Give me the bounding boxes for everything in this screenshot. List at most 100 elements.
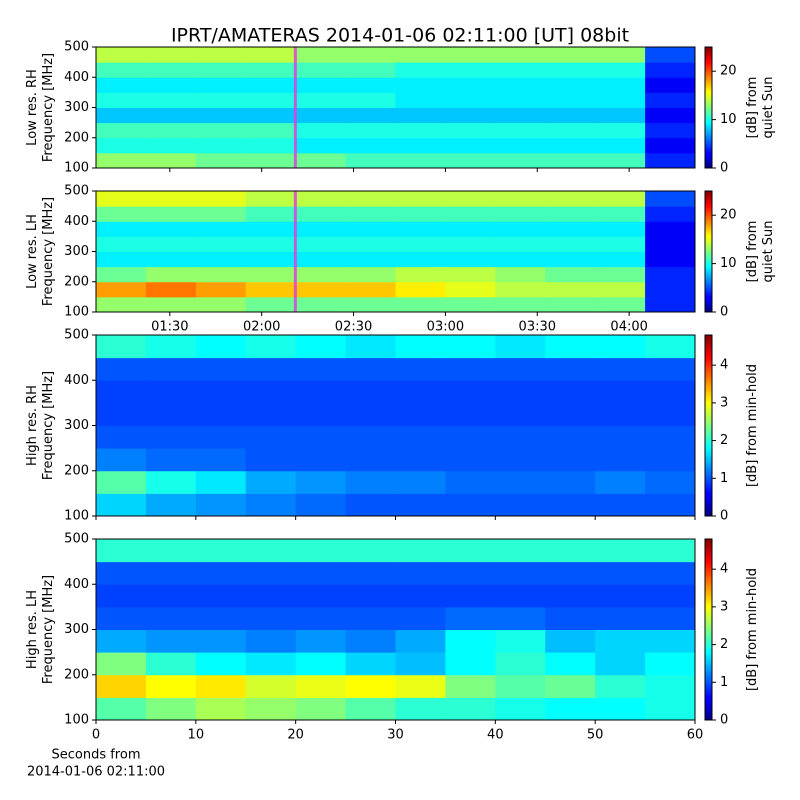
heatmap-cell xyxy=(645,606,696,630)
heatmap-cell xyxy=(495,652,546,676)
colorbar-label-line: [dB] from xyxy=(745,221,760,283)
heatmap-cell xyxy=(445,122,496,139)
heatmap-cell xyxy=(445,251,496,268)
y-tick-label: 300 xyxy=(64,244,89,259)
heatmap-cell xyxy=(96,221,147,237)
heatmap-cell xyxy=(445,448,496,472)
heatmap-cell xyxy=(96,470,147,494)
heatmap-cell xyxy=(295,296,347,313)
x-axis-label: Seconds from xyxy=(51,748,140,763)
heatmap-cell xyxy=(545,470,596,494)
heatmap-cell xyxy=(645,539,696,563)
heatmap-cell xyxy=(295,493,347,517)
heatmap-cell xyxy=(395,122,446,139)
heatmap-cell xyxy=(495,251,546,268)
heatmap-cell xyxy=(595,122,646,139)
heatmap-cell xyxy=(645,251,696,268)
heatmap-cell xyxy=(295,92,347,108)
heatmap-cell xyxy=(195,357,247,381)
heatmap-cell xyxy=(295,152,347,169)
y-tick-label: 500 xyxy=(64,532,89,547)
heatmap-cell xyxy=(445,62,496,78)
heatmap-cell xyxy=(645,107,696,124)
heatmap-cell xyxy=(645,402,696,426)
heatmap-cell xyxy=(595,652,646,676)
heatmap-cell xyxy=(445,697,496,721)
heatmap-cell xyxy=(495,62,546,78)
y-tick-label: 400 xyxy=(64,70,89,85)
heatmap-cell xyxy=(145,606,197,630)
heatmap-cell xyxy=(245,335,297,359)
heatmap-cell xyxy=(545,62,596,78)
heatmap-cell xyxy=(145,47,197,63)
heatmap-cell xyxy=(545,561,596,585)
heatmap-cell xyxy=(145,402,197,426)
heatmap-cell xyxy=(295,251,347,268)
heatmap-cell xyxy=(395,221,446,237)
heatmap-cell xyxy=(645,697,696,721)
heatmap-cell xyxy=(145,296,197,313)
heatmap-cell xyxy=(545,652,596,676)
colorbar-label-line: [dB] from xyxy=(745,77,760,139)
heatmap-cell xyxy=(245,561,297,585)
colorbar-tick-label: 3 xyxy=(720,395,728,410)
heatmap-cell xyxy=(395,191,446,207)
heatmap-cell xyxy=(345,425,396,449)
heatmap-cell xyxy=(495,335,546,359)
heatmap-cell xyxy=(595,296,646,313)
heatmap-cell xyxy=(345,652,396,676)
heatmap-cell xyxy=(295,335,347,359)
heatmap-cell xyxy=(245,296,297,313)
heatmap-cell xyxy=(96,92,147,108)
heatmap-cell xyxy=(445,357,496,381)
heatmap-cell xyxy=(395,493,446,517)
heatmap-cell xyxy=(395,674,446,698)
colorbar xyxy=(704,538,713,721)
x-tick-label: 03:30 xyxy=(519,320,556,335)
y-tick-label: 500 xyxy=(64,184,89,199)
heatmap-cell xyxy=(595,152,646,169)
heatmap-cell xyxy=(345,606,396,630)
heatmap-cell xyxy=(295,606,347,630)
colorbar-tick-label: 10 xyxy=(720,256,737,271)
heatmap-cell xyxy=(245,236,297,252)
heatmap-cell xyxy=(245,357,297,381)
heatmap-cell xyxy=(245,77,297,93)
heatmap-cell xyxy=(195,221,247,237)
heatmap-cell xyxy=(395,206,446,222)
heatmap-cell xyxy=(645,77,696,93)
heatmap-cell xyxy=(195,62,247,78)
heatmap-cell xyxy=(96,236,147,252)
heatmap-cell xyxy=(495,448,546,472)
heatmap-cell xyxy=(595,206,646,222)
colorbar-tick-label: 4 xyxy=(720,358,728,373)
colorbar-tick-label: 20 xyxy=(720,208,737,223)
heatmap-cell xyxy=(195,539,247,563)
heatmap-cell xyxy=(245,539,297,563)
y-tick-label: 100 xyxy=(64,161,89,176)
heatmap-cell xyxy=(295,629,347,653)
x-axis-label: 2014-01-06 02:11:00 xyxy=(27,765,165,780)
x-tick-label: 30 xyxy=(387,728,404,743)
heatmap-cell xyxy=(495,281,546,298)
heatmap-cell xyxy=(245,251,297,268)
heatmap-cell xyxy=(145,137,197,154)
heatmap-cell xyxy=(395,152,446,169)
heatmap-cell xyxy=(245,92,297,108)
heatmap-cell xyxy=(645,357,696,381)
heatmap-cell xyxy=(96,152,147,169)
heatmap-cell xyxy=(445,584,496,608)
heatmap-cell xyxy=(645,425,696,449)
y-tick-label: 300 xyxy=(64,622,89,637)
x-tick-label: 20 xyxy=(287,728,304,743)
heatmap-cell xyxy=(145,470,197,494)
heatmap-cell xyxy=(345,251,396,268)
y-axis-label: Low res. LHFrequency [MHz] xyxy=(25,197,56,306)
heatmap-cell xyxy=(545,206,596,222)
heatmap-cell xyxy=(545,152,596,169)
heatmap-cell xyxy=(495,697,546,721)
colorbar-label-line: [dB] from min-hold xyxy=(745,364,760,487)
heatmap-cell xyxy=(395,652,446,676)
heatmap-cell xyxy=(645,448,696,472)
